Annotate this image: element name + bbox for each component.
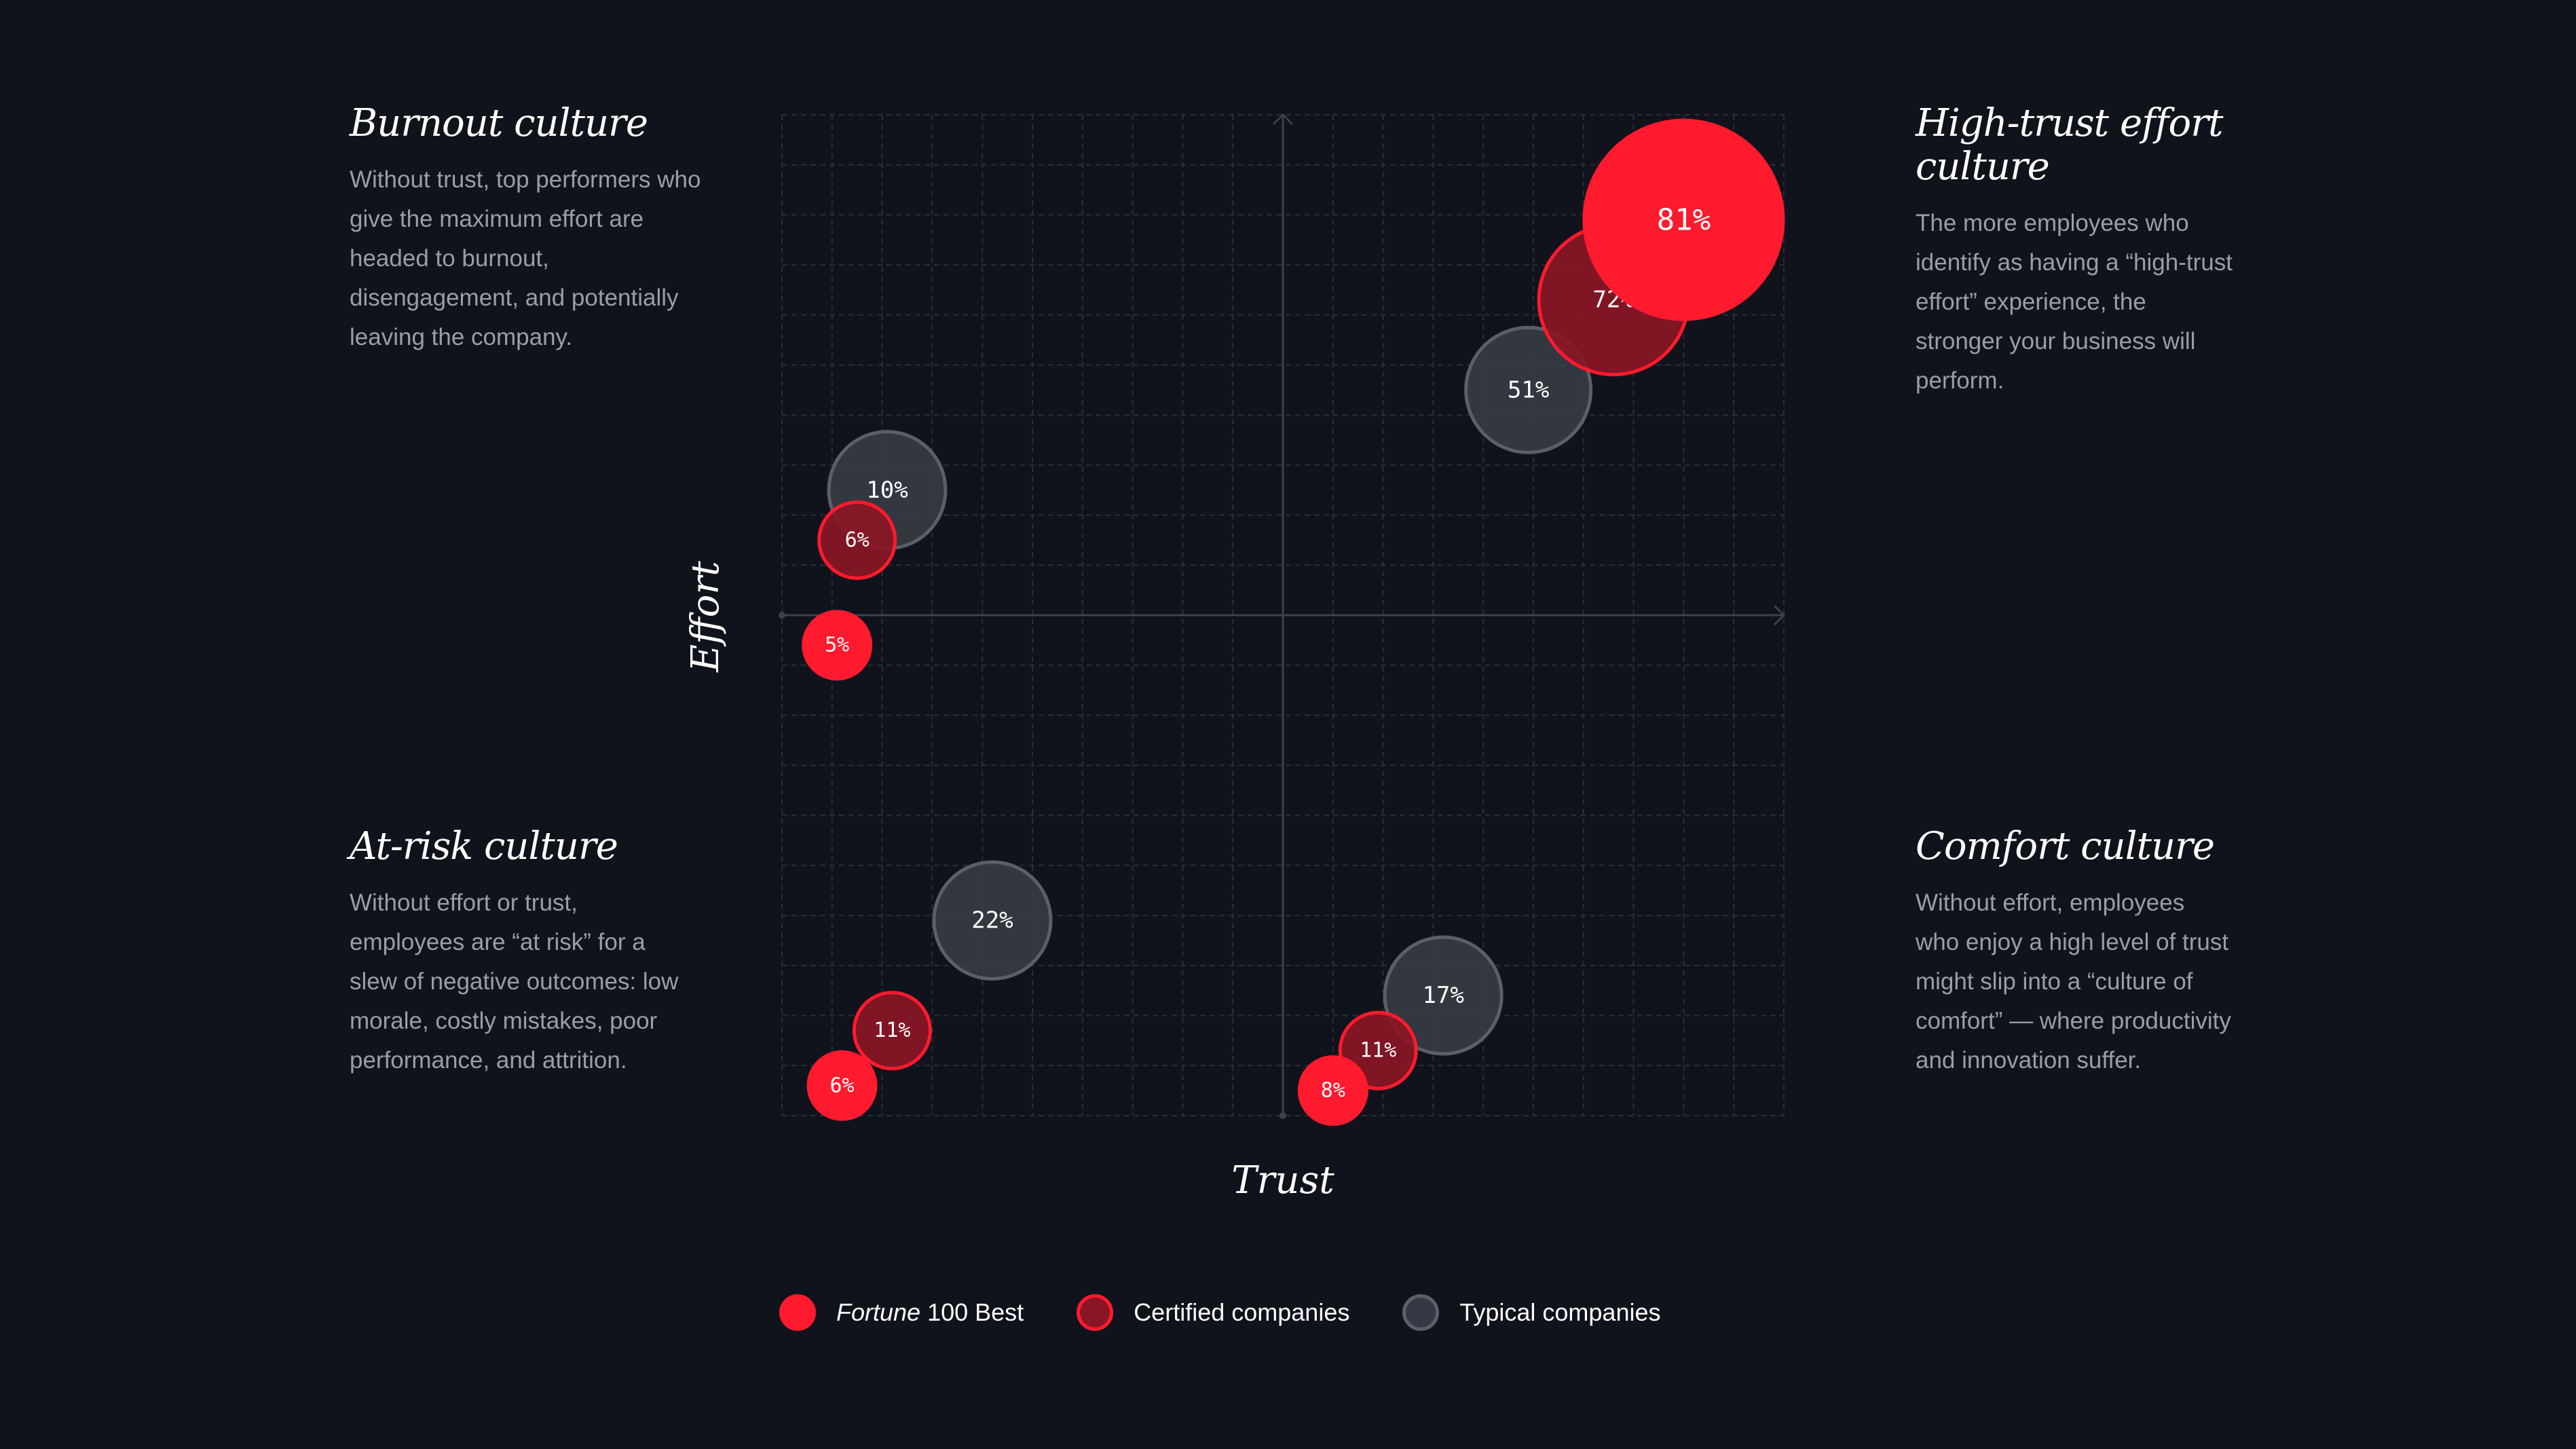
quadrant-burnout-culture: Burnout culture Without trust, top perfo… (350, 102, 703, 357)
bubble-value-label: 51% (1508, 376, 1549, 403)
quadrant-description: Without effort or trust, employees are “… (350, 889, 679, 1074)
legend-swatch-typical (1402, 1294, 1440, 1331)
axes (779, 113, 1786, 1119)
legend-label-typical: Typical companies (1459, 1298, 1661, 1326)
quadrant-description: Without effort, employees who enjoy a hi… (1916, 889, 2231, 1074)
bubble-value-label: 22% (971, 907, 1013, 934)
legend-item-fortune: Fortune 100 Best (779, 1294, 1024, 1331)
quadrant-title: Burnout culture (350, 101, 648, 145)
bubble-circle (852, 991, 932, 1071)
bubble-value-label: 17% (1422, 982, 1463, 1009)
x-axis-origin-dot (779, 612, 785, 619)
quadrant-description: The more employees who identify as havin… (1916, 210, 2233, 394)
bubble-value-label: 6% (829, 1074, 854, 1097)
bubbles: 51%10%22%17%72%6%11%11%81%5%6% 8% (802, 118, 1785, 1126)
legend-label-fortune: Fortune 100 Best (836, 1298, 1024, 1326)
grid (781, 114, 1785, 1116)
bubble-value-label: 5% (825, 634, 849, 657)
bubble-circle (1582, 118, 1785, 321)
bubble-typical: 22% (932, 860, 1053, 981)
bubble-fortune: 8% (1297, 1055, 1368, 1126)
bubble-circle (806, 1050, 878, 1121)
bubble-typical: 17% (1383, 935, 1504, 1056)
quadrant-title: At-risk culture (350, 824, 618, 868)
bubble-certified: 6% (817, 500, 897, 580)
bubble-fortune: 5% (802, 610, 873, 681)
legend-item-certified: Certified companies (1077, 1294, 1349, 1331)
quadrant-title: High-trust effort culture (1916, 101, 2224, 189)
bubble-value-label: 81% (1657, 202, 1711, 237)
x-axis-arrow-icon (1773, 604, 1786, 626)
bubble-value-label: 11% (1360, 1039, 1396, 1063)
bubble-value-label: 11% (874, 1019, 910, 1042)
bubble-circle (1464, 325, 1593, 454)
bubble-circle (817, 500, 897, 580)
y-axis-label: Effort (684, 561, 728, 673)
bubble-value-label: 8% (1321, 1079, 1345, 1103)
y-axis-arrow-icon (1272, 113, 1294, 126)
quadrant-title: Comfort culture (1916, 824, 2215, 868)
y-axis-origin-dot (1280, 1112, 1286, 1119)
bubble-typical: 51% (1464, 325, 1593, 454)
quadrant-description: Without trust, top performers who give t… (350, 166, 701, 350)
legend-swatch-fortune (779, 1294, 816, 1331)
quadrant-high-trust-effort-culture: High-trust effort culture The more emplo… (1916, 102, 2269, 401)
legend: Fortune 100 Best Certified companies Typ… (779, 1294, 1713, 1331)
bubble-fortune: 81% (1582, 118, 1785, 321)
bubble-value-label: 6% (845, 528, 870, 552)
bubble-circle (1383, 935, 1504, 1056)
bubble-circle (932, 860, 1053, 981)
bubble-fortune: 6% (806, 1050, 878, 1121)
bubble-circle (1297, 1055, 1368, 1126)
quadrant-comfort-culture: Comfort culture Without effort, employee… (1916, 825, 2269, 1080)
legend-item-typical: Typical companies (1402, 1294, 1660, 1331)
bubble-value-label: 10% (866, 477, 908, 504)
legend-label-certified: Certified companies (1134, 1298, 1350, 1326)
x-axis-label: Trust (1231, 1158, 1334, 1203)
bubble-circle (802, 610, 873, 681)
quadrant-at-risk-culture: At-risk culture Without effort or trust,… (350, 825, 703, 1080)
legend-swatch-certified (1077, 1294, 1114, 1331)
bubble-certified: 11% (852, 991, 932, 1071)
